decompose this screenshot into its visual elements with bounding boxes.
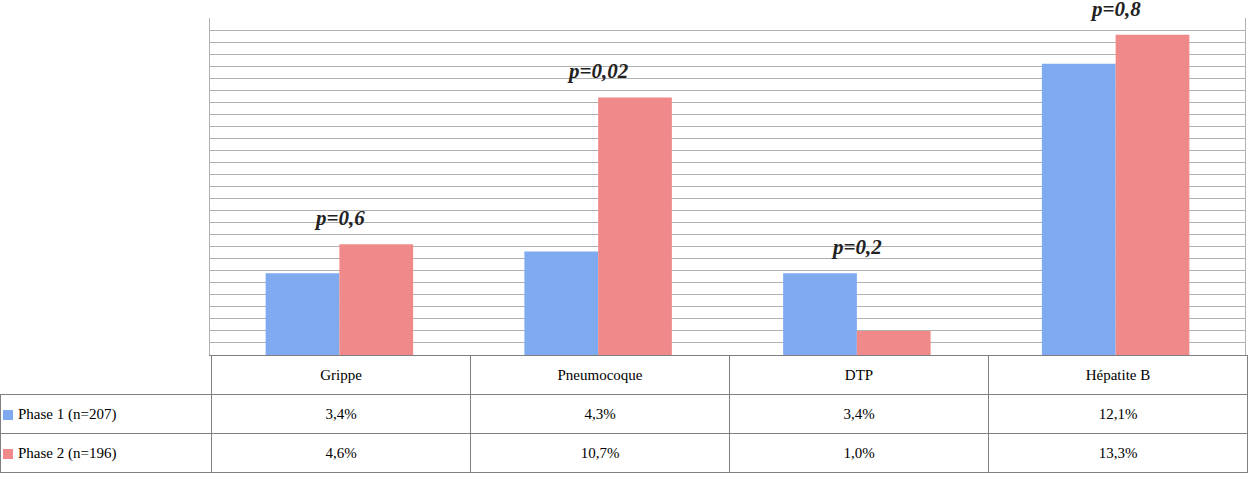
html-text:4,3%: 4,3% [584, 405, 616, 422]
html-text:Hépatite B: Hépatite B [1085, 366, 1151, 383]
html-text:1,0%: 1,0% [843, 444, 875, 461]
svg-text:p=0,2: p=0,2 [831, 235, 882, 259]
html-text:3,4%: 3,4% [325, 405, 357, 422]
html-text:10,7%: 10,7% [580, 444, 620, 461]
html-text:4,6%: 4,6% [325, 444, 357, 461]
html-text:Phase 1 (n=207): Phase 1 (n=207) [18, 405, 117, 422]
svg-text:p=0,6: p=0,6 [314, 206, 365, 230]
html-text:Pneumocoque: Pneumocoque [557, 366, 643, 383]
html-text:Grippe: Grippe [320, 366, 362, 383]
html-text:3,4%: 3,4% [843, 405, 875, 422]
html-text:12,1%: 12,1% [1098, 405, 1138, 422]
html-text:DTP: DTP [844, 366, 874, 383]
html-text:Phase 2 (n=196): Phase 2 (n=196) [18, 444, 117, 461]
svg-text:p=0,02: p=0,02 [567, 59, 629, 83]
svg-text:p=0,8: p=0,8 [1090, 0, 1141, 21]
html-text:13,3%: 13,3% [1098, 444, 1138, 461]
